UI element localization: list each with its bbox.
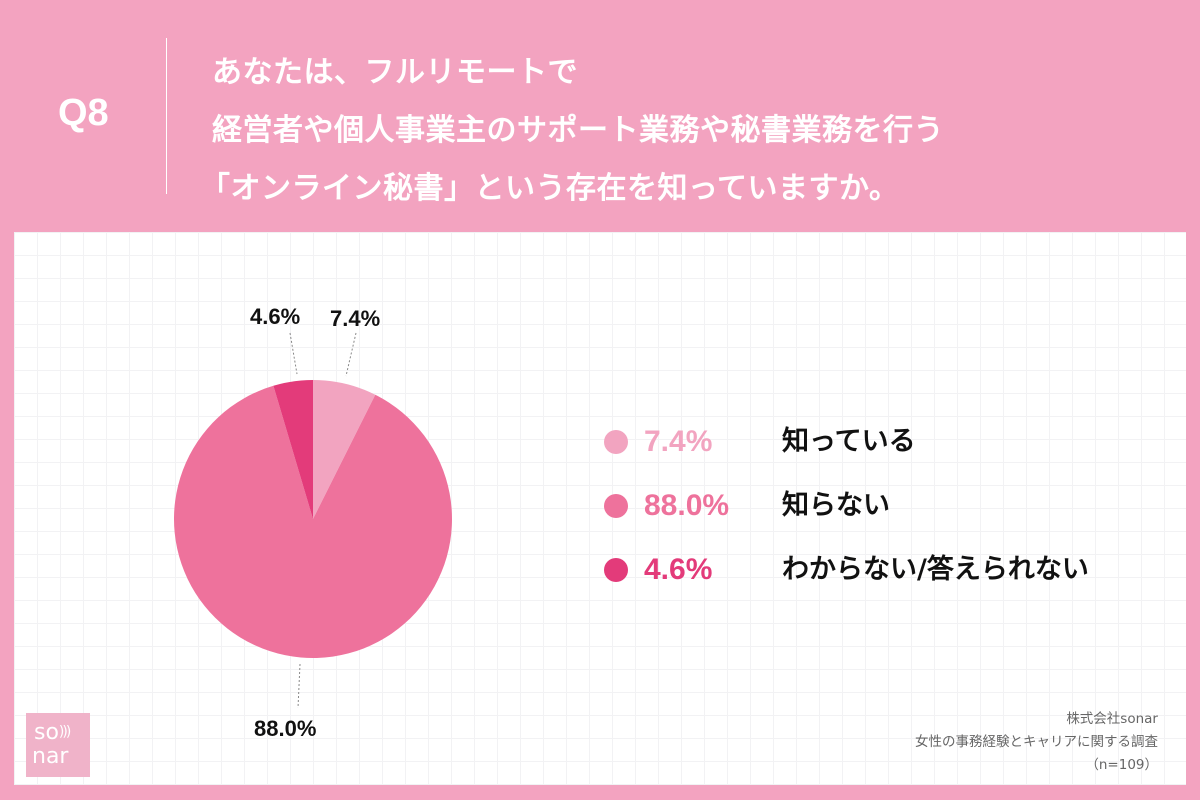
logo-line-2: nar <box>32 744 69 769</box>
source-sample: （n=109） <box>1085 757 1158 773</box>
sound-waves-icon: ))) <box>58 724 71 740</box>
pie-label-know: 7.4% <box>330 306 381 331</box>
leader-line-know <box>345 332 357 377</box>
question-line-3: 「オンライン秘書」という存在を知っていますか。 <box>200 171 900 206</box>
pie-slices <box>174 380 453 659</box>
legend-pct: 4.6% <box>644 553 713 586</box>
legend-label: 知らない <box>782 490 890 521</box>
pie-slice-know <box>313 380 376 519</box>
sonar-logo: so))) nar <box>26 713 90 777</box>
question-text: あなたは、フルリモートで 経営者や個人事業主のサポート業務や秘書業務を行う 「オ… <box>200 44 944 218</box>
leader-line-unsure <box>289 332 298 375</box>
pie-label-unsure: 4.6% <box>250 304 301 329</box>
pie-slice-dont-know <box>174 385 453 659</box>
legend-label: 知っている <box>782 426 916 457</box>
leader-line-dont-know <box>297 663 301 709</box>
source-survey: 女性の事務経験とキャリアに関する調査 <box>915 734 1158 750</box>
header-divider <box>166 38 167 194</box>
leader-lines <box>289 332 357 709</box>
source-company: 株式会社sonar <box>1066 711 1158 727</box>
question-line-2: 経営者や個人事業主のサポート業務や秘書業務を行う <box>212 113 944 148</box>
source-note: 株式会社sonar 女性の事務経験とキャリアに関する調査 （n=109） <box>915 708 1158 777</box>
logo-line-1: so))) <box>34 720 71 745</box>
legend-pct: 88.0% <box>644 489 730 522</box>
pie-slice-unsure <box>273 380 313 519</box>
legend-dot-icon <box>604 430 628 454</box>
legend-dot-icon <box>604 558 628 582</box>
legend-pct: 7.4% <box>644 425 713 458</box>
legend-dot-icon <box>604 494 628 518</box>
pie-label-dont-know: 88.0% <box>254 716 317 741</box>
question-line-1: あなたは、フルリモートで <box>212 55 578 90</box>
question-number: Q8 <box>58 92 109 134</box>
header: Q8 あなたは、フルリモートで 経営者や個人事業主のサポート業務や秘書業務を行う… <box>0 0 1200 232</box>
legend-label: わからない/答えられない <box>782 554 1089 585</box>
